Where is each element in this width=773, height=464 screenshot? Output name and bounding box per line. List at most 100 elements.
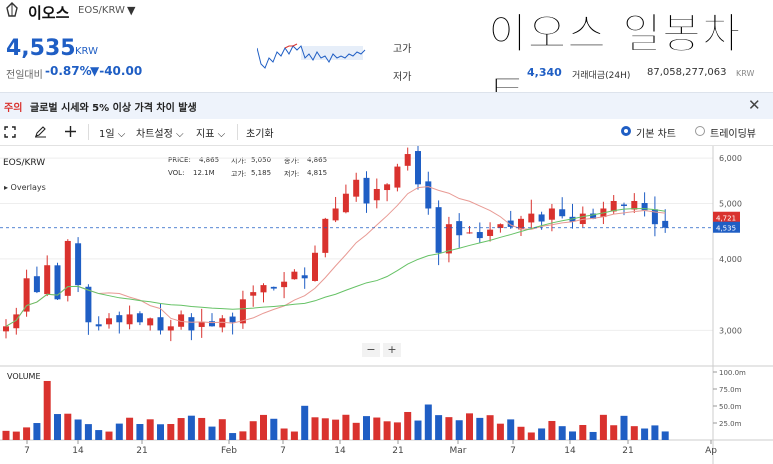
x-tick-label: 7 — [280, 446, 286, 456]
volume-bar — [363, 416, 370, 440]
volume-bar — [12, 431, 20, 440]
candle-body — [518, 218, 524, 230]
info-high-label: 고가: — [231, 170, 247, 178]
chart-settings-dropdown[interactable]: 차트설정 ⌵ — [136, 129, 184, 140]
candle-body — [219, 318, 226, 328]
volume-bar — [95, 430, 103, 440]
ma-long-line — [5, 208, 666, 327]
info-low: 4,815 — [307, 169, 328, 177]
current-price: 4,535 — [6, 36, 76, 61]
volume-bar — [414, 420, 422, 440]
price-tick-label: 4,000 — [719, 255, 742, 264]
candle-body — [75, 243, 82, 286]
basic-chart-radio[interactable] — [621, 126, 631, 136]
ma-short-line — [5, 186, 666, 327]
info-vol: 12.1M — [193, 169, 215, 177]
volume-bar — [455, 420, 463, 440]
candle-body — [85, 286, 92, 323]
coin-name[interactable]: 이오스 — [28, 4, 70, 22]
indicators-dropdown[interactable]: 지표 ⌵ — [196, 129, 226, 140]
volume-bar — [424, 404, 432, 440]
volume-bar — [476, 417, 484, 440]
notice-bar: 주의 글로벌 시세와 5% 이상 가격 차이 발생 ✕ — [0, 92, 773, 120]
expand-icon[interactable] — [4, 126, 16, 138]
volume-bar — [54, 414, 61, 440]
close-icon[interactable]: ✕ — [748, 96, 761, 114]
info-close-label: 종가: — [284, 157, 300, 165]
candle-body — [415, 151, 421, 185]
volume-bar — [126, 417, 134, 440]
tradingview-label[interactable]: 트레이딩뷰 — [710, 129, 756, 140]
zoom-out-button[interactable]: − — [362, 343, 380, 357]
plus-icon[interactable] — [64, 125, 77, 138]
volume-bar — [548, 420, 556, 440]
volume-bar — [290, 431, 298, 440]
candle-body — [188, 317, 195, 331]
candle-body — [301, 275, 308, 279]
mini-price-chart — [257, 43, 366, 69]
candle-body — [342, 193, 349, 213]
volume-bar — [486, 415, 494, 440]
volume-bar — [239, 431, 247, 440]
volume-bar — [496, 423, 504, 440]
candle-body — [590, 213, 597, 219]
pencil-icon[interactable] — [34, 125, 47, 138]
candle-body — [44, 265, 51, 295]
candle-body — [466, 232, 473, 234]
price-tick-label: 6,000 — [719, 154, 742, 163]
volume-bar — [74, 419, 82, 440]
change-rate: -0.87% — [45, 64, 92, 78]
change-amount: ▼-40.00 — [90, 64, 143, 78]
chevron-down-icon[interactable]: ▼ — [127, 4, 136, 17]
candle-body — [239, 299, 246, 324]
candle-body — [291, 271, 298, 280]
x-tick-label: Ap — [705, 446, 717, 456]
overlays-toggle[interactable]: ▸ Overlays — [4, 183, 46, 192]
info-open: 5,050 — [251, 156, 272, 164]
x-tick-label: 14 — [564, 446, 576, 456]
candle-body — [445, 224, 452, 254]
x-tick-label: Mar — [450, 446, 467, 456]
volume-bar — [105, 431, 113, 440]
candle-body — [579, 213, 586, 225]
candle-body — [54, 265, 61, 300]
basic-chart-label[interactable]: 기본 차트 — [636, 129, 676, 140]
candle-body — [209, 321, 215, 327]
price-tick-label: 3,000 — [719, 326, 742, 335]
coin-pair: EOS/KRW — [78, 5, 125, 16]
volume-bar — [641, 428, 649, 440]
zoom-in-button[interactable]: + — [383, 343, 401, 357]
volume-tick-label: 50.0m — [719, 403, 742, 411]
candle-body — [23, 278, 30, 312]
volume-bar — [167, 424, 175, 440]
volume-bar — [661, 431, 669, 440]
candle-body — [384, 184, 391, 191]
info-high: 5,185 — [251, 169, 272, 177]
volume-bar — [136, 424, 144, 440]
volume-bar — [630, 426, 638, 440]
volume-bar — [249, 421, 257, 440]
interval-dropdown[interactable]: 1일 ⌵ — [99, 129, 126, 140]
volume-bar — [466, 413, 473, 440]
candle-body — [126, 314, 133, 325]
candlestick-chart[interactable]: 6,000 5,000 4,000 3,000 4,721 4,535 VOLUME 100.… — [0, 146, 773, 464]
candle-body — [548, 208, 555, 220]
reset-button[interactable]: 초기화 — [246, 129, 274, 140]
volume-bar — [33, 423, 41, 440]
high-label: 고가 — [393, 44, 412, 55]
candle-body — [322, 218, 329, 253]
x-tick-label: 21 — [392, 446, 403, 456]
volume-bar — [301, 405, 309, 440]
candle-body — [641, 203, 648, 211]
volume-bar — [311, 417, 319, 440]
x-tick-label: 14 — [334, 446, 346, 456]
volume-tick-label: 100.0m — [719, 369, 746, 377]
volume-bar — [569, 431, 576, 440]
candle-body — [538, 214, 545, 222]
volume-bar — [383, 421, 391, 440]
chart-toolbar: 1일 ⌵ 차트설정 ⌵ 지표 ⌵ 초기화 기본 차트 트레이딩뷰 — [0, 119, 773, 146]
tradingview-radio[interactable] — [695, 126, 705, 136]
candle-body — [497, 224, 504, 229]
ma-price-tag — [713, 211, 740, 223]
price-tick-label: 5,000 — [719, 199, 742, 208]
